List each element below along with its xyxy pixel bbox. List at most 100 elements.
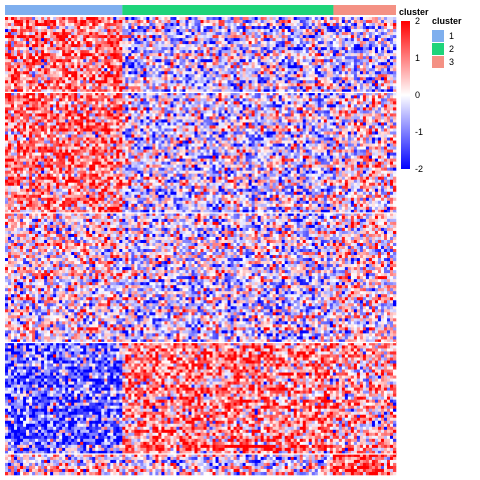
heatmap-cell [327,32,330,35]
heatmap-cell [98,128,101,131]
heatmap-cell [336,17,339,20]
heatmap-cell [201,65,204,68]
heatmap-cell [56,119,59,122]
heatmap-cell [29,113,32,116]
heatmap-cell [77,32,80,35]
heatmap-cell [345,62,348,65]
heatmap-cell [92,17,95,20]
heatmap-cell [35,119,38,122]
heatmap-cell [363,26,366,29]
heatmap-cell [258,68,261,71]
heatmap-cell [276,113,279,116]
heatmap-cell [246,44,249,47]
heatmap-cell [264,113,267,116]
heatmap-cell [345,86,348,89]
heatmap-cell [243,107,246,110]
heatmap-cell [41,26,44,29]
heatmap-cell [351,26,354,29]
heatmap-cell [17,128,20,131]
heatmap-cell [345,32,348,35]
heatmap-cell [327,119,330,122]
heatmap-cell [276,110,279,113]
heatmap-cell [342,113,345,116]
heatmap-cell [204,23,207,26]
heatmap-cell [258,107,261,110]
heatmap-cell [291,95,294,98]
heatmap-cell [125,95,128,98]
heatmap-cell [294,50,297,53]
heatmap-cell [303,86,306,89]
heatmap-cell [23,107,26,110]
heatmap-cell [20,47,23,50]
heatmap-cell [306,68,309,71]
heatmap-cell [258,104,261,107]
heatmap-cell [128,107,131,110]
heatmap-cell [125,74,128,77]
heatmap-cell [191,38,194,41]
heatmap-cell [315,68,318,71]
heatmap-cell [65,113,68,116]
heatmap-cell [324,83,327,86]
heatmap-cell [152,59,155,62]
heatmap-cell [330,113,333,116]
heatmap-cell [354,35,357,38]
heatmap-cell [95,32,98,35]
heatmap-cell [291,83,294,86]
heatmap-cell [140,29,143,32]
heatmap-cell [134,56,137,59]
heatmap-cell [345,107,348,110]
heatmap-cell [125,50,128,53]
heatmap-cell [219,44,222,47]
heatmap-cell [44,53,47,56]
heatmap-cell [128,113,131,116]
heatmap-cell [161,50,164,53]
heatmap-cell [8,62,11,65]
heatmap-cell [167,62,170,65]
heatmap-cell [255,38,258,41]
heatmap-cell [116,95,119,98]
heatmap-cell [303,41,306,44]
heatmap-cell [225,68,228,71]
heatmap-cell [185,35,188,38]
heatmap-cell [53,128,56,131]
heatmap-cell [59,116,62,119]
heatmap-cell [213,17,216,20]
heatmap-cell [56,101,59,104]
heatmap-cell [276,62,279,65]
heatmap-cell [357,80,360,83]
heatmap-cell [53,32,56,35]
heatmap-cell [264,38,267,41]
heatmap-cell [273,41,276,44]
heatmap-cell [372,119,375,122]
heatmap-cell [261,116,264,119]
heatmap-cell [231,122,234,125]
heatmap-cell [378,119,381,122]
heatmap-cell [339,128,342,131]
heatmap-cell [68,83,71,86]
heatmap-cell [41,101,44,104]
heatmap-cell [107,86,110,89]
heatmap-cell [5,77,8,80]
heatmap-cell [270,113,273,116]
heatmap-cell [357,50,360,53]
heatmap-cell [267,26,270,29]
heatmap-cell [246,98,249,101]
heatmap-cell [149,132,152,135]
heatmap-cell [137,122,140,125]
heatmap-cell [11,41,14,44]
heatmap-cell [342,86,345,89]
heatmap-cell [312,26,315,29]
heatmap-cell [240,113,243,116]
heatmap-cell [366,110,369,113]
heatmap-cell [77,122,80,125]
heatmap-cell [113,128,116,131]
heatmap-cell [297,62,300,65]
heatmap-cell [11,86,14,89]
heatmap-cell [210,59,213,62]
heatmap-cell [173,116,176,119]
heatmap-cell [348,113,351,116]
heatmap-cell [348,101,351,104]
heatmap-cell [194,50,197,53]
heatmap-cell [234,62,237,65]
heatmap-cell [300,71,303,74]
